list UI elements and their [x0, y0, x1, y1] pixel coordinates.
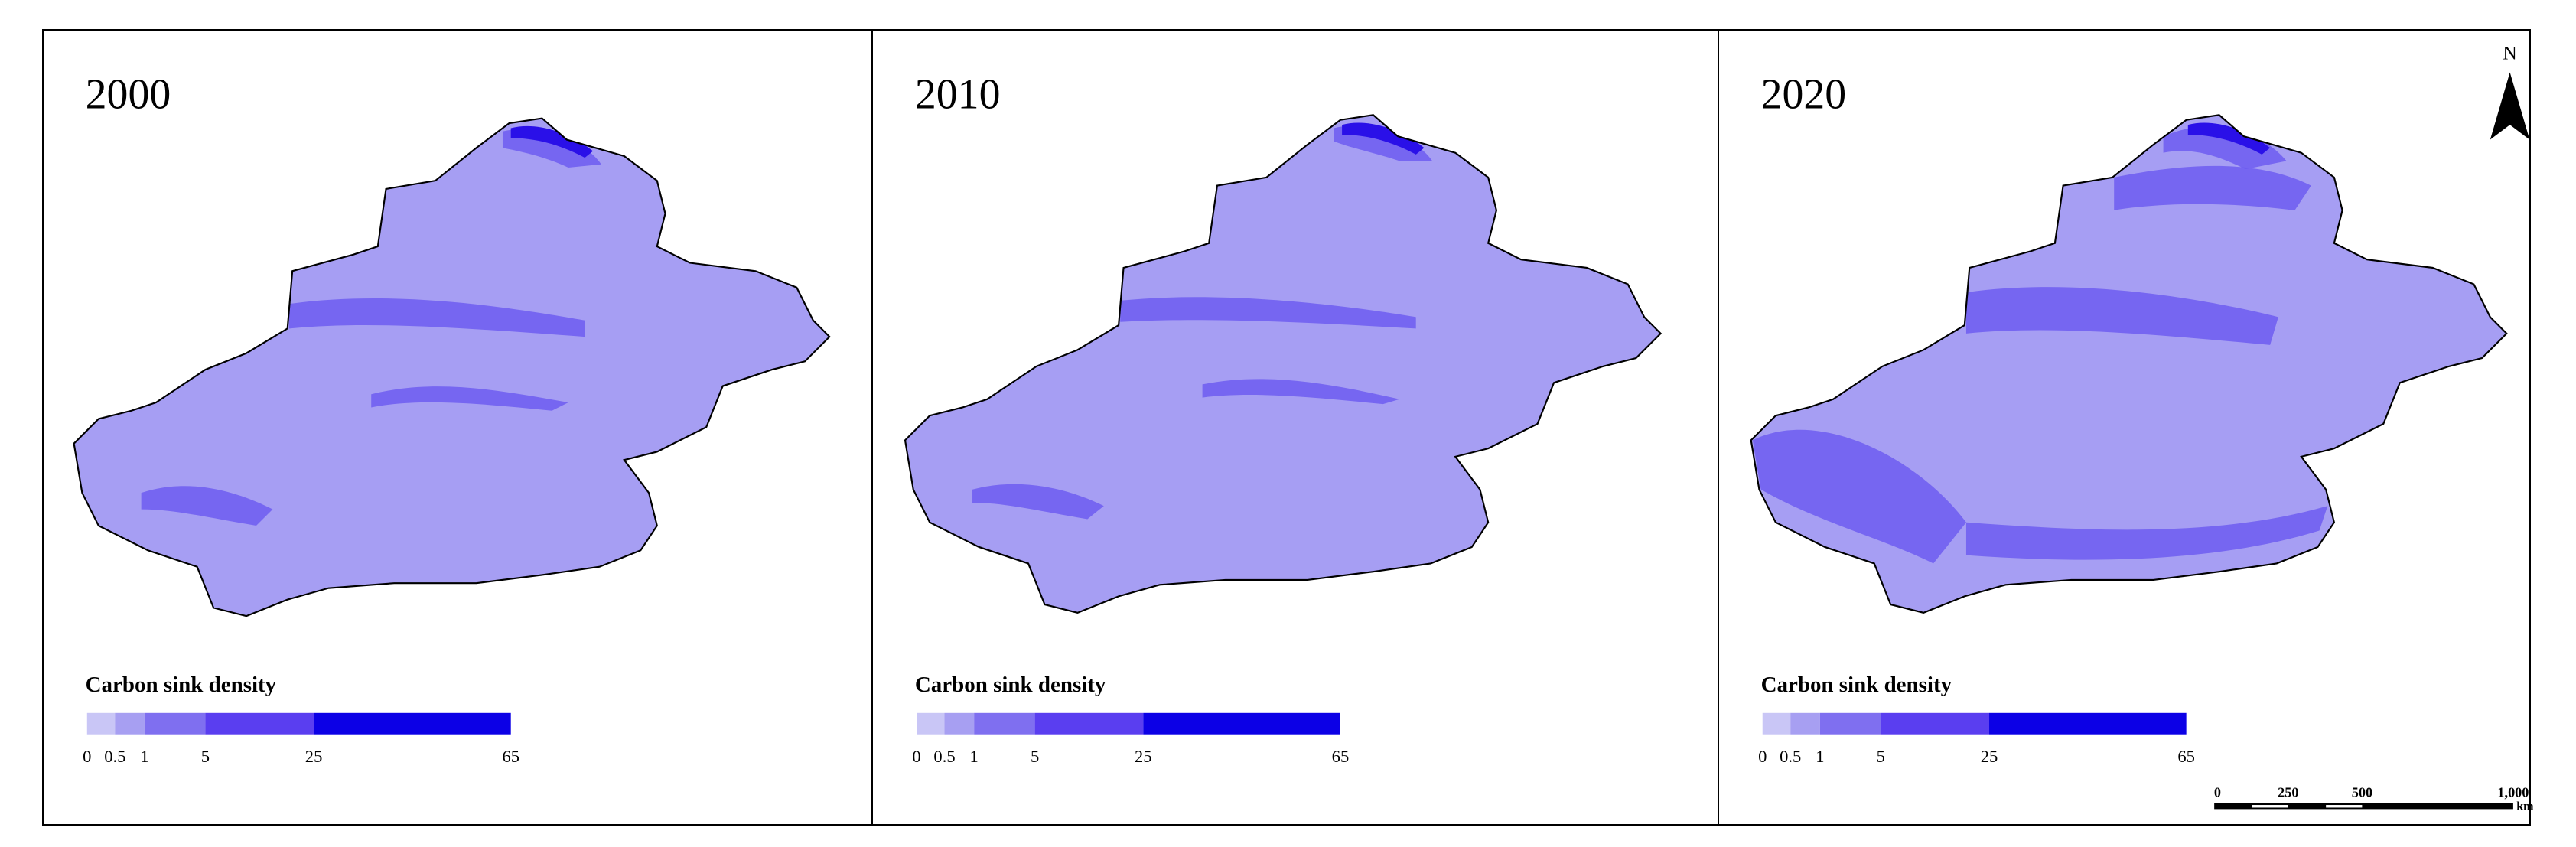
- density-patch: [1120, 297, 1416, 329]
- frame: [42, 29, 2531, 826]
- density-patch: [2114, 165, 2311, 210]
- legend-swatch: [944, 712, 975, 735]
- panel-year: 2010: [915, 71, 1001, 119]
- legend-label: 0: [912, 747, 920, 766]
- legend-label: 1: [1816, 747, 1824, 766]
- scale-label: 0: [2214, 784, 2221, 800]
- scale-label: 500: [2352, 784, 2372, 800]
- legend-swatch: [917, 712, 945, 735]
- legend-label: 1: [970, 747, 979, 766]
- legend-swatch: [1819, 712, 1881, 735]
- legend-swatch: [1762, 712, 1791, 735]
- legend-label: 0.5: [933, 747, 955, 766]
- legend-swatch: [1143, 712, 1340, 735]
- legend-label: 0.5: [104, 747, 125, 766]
- legend-swatch: [144, 712, 206, 735]
- legend-swatch: [115, 712, 145, 735]
- map: [904, 114, 1662, 614]
- legend-label: 5: [1031, 747, 1039, 766]
- legend-label: 5: [201, 747, 210, 766]
- legend-label: 5: [1877, 747, 1885, 766]
- map: [1750, 114, 2508, 614]
- density-patch: [972, 484, 1104, 520]
- scale-unit: km: [2516, 800, 2534, 813]
- density-patch: [371, 386, 568, 411]
- map-detail: [1752, 122, 2328, 564]
- legend-swatch: [1034, 712, 1144, 735]
- north-label: N: [2503, 41, 2517, 64]
- panel: 2020 Carbon sink density 0 0.5 1 5 25 65: [1750, 71, 2508, 766]
- panel: 2000 Carbon sink density 0 0.5 1 5 25 65: [73, 71, 831, 766]
- density-patch: [1202, 379, 1400, 405]
- legend-swatch: [974, 712, 1035, 735]
- density-patch: [510, 125, 594, 158]
- legend-title: Carbon sink density: [86, 673, 277, 697]
- map-detail: [141, 125, 601, 526]
- map-detail: [972, 122, 1433, 520]
- panel-year: 2000: [86, 71, 171, 119]
- density-patch: [2187, 122, 2271, 155]
- legend-swatch: [86, 712, 116, 735]
- density-patch: [1965, 287, 2278, 345]
- legend-title: Carbon sink density: [1761, 673, 1952, 697]
- legend-label: 0.5: [1780, 747, 1801, 766]
- map-region: [904, 115, 1661, 613]
- legend-label: 65: [2177, 747, 2195, 766]
- density-patch: [141, 486, 273, 526]
- north-arrow: N: [2490, 41, 2530, 140]
- scale-label: 1,000: [2497, 784, 2529, 800]
- legend-swatch: [314, 712, 511, 735]
- scale-label: 250: [2278, 784, 2298, 800]
- legend-label: 0: [1758, 747, 1767, 766]
- panel: 2010 Carbon sink density 0 0.5 1 5 25 65: [904, 71, 1662, 766]
- density-patch: [1965, 506, 2328, 560]
- density-patch: [288, 298, 585, 337]
- legend-label: 65: [502, 747, 519, 766]
- legend-label: 1: [140, 747, 148, 766]
- legend-label: 65: [1332, 747, 1350, 766]
- north-arrow-shape: [2490, 72, 2530, 140]
- legend-title: Carbon sink density: [915, 673, 1106, 697]
- panel-year: 2020: [1761, 71, 1847, 119]
- density-patch: [1342, 122, 1425, 155]
- scale-bar-segment: [2326, 805, 2363, 808]
- scale-bar-outline: [2214, 803, 2513, 810]
- density-patch: [1752, 429, 1966, 564]
- legend-label: 25: [1981, 747, 1998, 766]
- legend-swatch: [1881, 712, 1990, 735]
- panels: 2000 Carbon sink density 0 0.5 1 5 25 65 2010 Car…: [73, 71, 2508, 766]
- legend-label: 25: [305, 747, 323, 766]
- map-region: [73, 118, 830, 617]
- legend-label: 25: [1135, 747, 1152, 766]
- map: [73, 117, 831, 617]
- legend-swatch: [205, 712, 314, 735]
- scale-bar-segment: [2252, 805, 2288, 808]
- legend-swatch: [1790, 712, 1820, 735]
- legend-label: 0: [83, 747, 91, 766]
- legend-swatch: [1989, 712, 2187, 735]
